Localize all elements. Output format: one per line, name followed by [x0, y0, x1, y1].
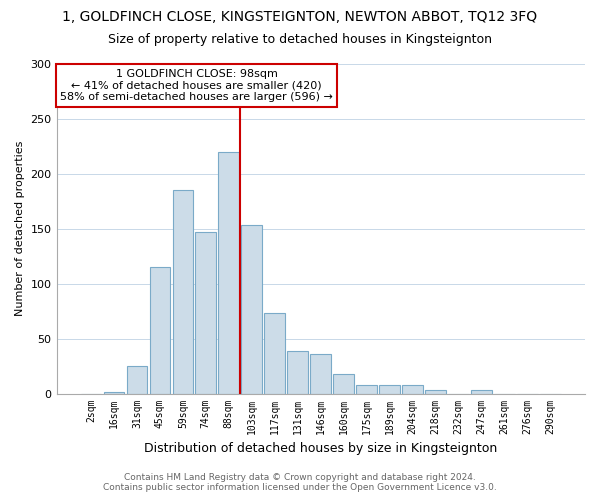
Bar — [472, 390, 492, 394]
Bar — [104, 392, 124, 394]
Bar — [425, 390, 446, 394]
Text: Contains HM Land Registry data © Crown copyright and database right 2024.
Contai: Contains HM Land Registry data © Crown c… — [103, 473, 497, 492]
Text: Size of property relative to detached houses in Kingsteignton: Size of property relative to detached ho… — [108, 32, 492, 46]
X-axis label: Distribution of detached houses by size in Kingsteignton: Distribution of detached houses by size … — [144, 442, 497, 455]
Bar — [287, 350, 308, 394]
Y-axis label: Number of detached properties: Number of detached properties — [15, 141, 25, 316]
Bar — [149, 267, 170, 394]
Bar — [218, 152, 239, 394]
Bar — [196, 232, 216, 394]
Text: 1 GOLDFINCH CLOSE: 98sqm
← 41% of detached houses are smaller (420)
58% of semi-: 1 GOLDFINCH CLOSE: 98sqm ← 41% of detach… — [60, 69, 333, 102]
Bar — [173, 190, 193, 394]
Bar — [356, 385, 377, 394]
Bar — [403, 385, 423, 394]
Bar — [310, 354, 331, 394]
Bar — [379, 385, 400, 394]
Bar — [241, 226, 262, 394]
Text: 1, GOLDFINCH CLOSE, KINGSTEIGNTON, NEWTON ABBOT, TQ12 3FQ: 1, GOLDFINCH CLOSE, KINGSTEIGNTON, NEWTO… — [62, 10, 538, 24]
Bar — [334, 374, 354, 394]
Bar — [127, 366, 147, 394]
Bar — [265, 314, 285, 394]
